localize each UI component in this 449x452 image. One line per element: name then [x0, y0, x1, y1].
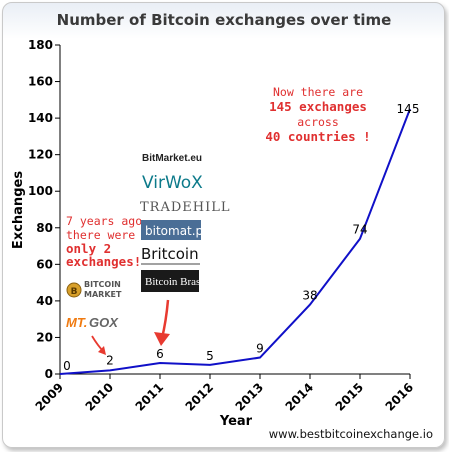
logo-virwox-text: VirWoX [142, 173, 203, 193]
logo-bitcoin-brasil: Bitcoin Brasil [141, 270, 206, 292]
logo-tradehill-text: TRADEHILL [140, 200, 231, 215]
series-line [59, 108, 411, 375]
data-label: 9 [256, 342, 264, 356]
arrow-bitcoin-brasil-icon [160, 299, 170, 339]
annotation-now-line1: Now there are [273, 85, 363, 99]
x-axis-label: Year [219, 414, 253, 429]
logo-mtgox-line2: GOX [89, 315, 119, 330]
y-axis-ticks: 0 20 40 60 80 100 120 140 160 180 [28, 38, 60, 381]
data-label: 2 [106, 353, 114, 367]
y-tick-label: 120 [28, 148, 53, 162]
annotation-then-line1: 7 years ago [66, 214, 142, 228]
logo-britcoin-text: Britcoin [141, 245, 199, 263]
y-tick-label: 0 [45, 367, 53, 381]
annotation-now: Now there are 145 exchanges across 40 co… [265, 85, 370, 144]
logo-bitmarket: BitMarket.eu [142, 153, 202, 164]
arrow-mtgox [91, 335, 106, 355]
logo-bitcoin-market-line1: BITCOIN [84, 280, 121, 289]
annotation-then-line3: only 2 [66, 241, 111, 256]
logo-bitomat: bitomat.pl [141, 220, 207, 240]
logo-bitcoin-market-line2: MARKET [84, 290, 122, 299]
annotation-now-line3: across [297, 115, 339, 129]
y-tick-label: 140 [28, 111, 53, 125]
x-tick-label: 2013 [233, 380, 267, 414]
data-label: 5 [206, 349, 214, 363]
logo-bitmarket-text: BitMarket.eu [142, 153, 202, 164]
annotation-then: 7 years ago there were only 2 exchanges! [66, 214, 142, 269]
x-tick-label: 2011 [133, 380, 167, 414]
annotation-now-line2: 145 exchanges [269, 99, 367, 114]
bitcoin-coin-icon [66, 282, 82, 298]
logo-mtgox: MT. GOX [66, 315, 119, 330]
data-label: 74 [352, 223, 367, 237]
y-tick-label: 20 [36, 330, 53, 344]
logo-britcoin: Britcoin [141, 245, 200, 265]
arrow-bitcoin-brasil [154, 299, 170, 346]
x-tick-label: 2014 [283, 380, 317, 414]
x-tick-label: 2010 [83, 380, 117, 414]
logo-mtgox-line1: MT. [66, 315, 87, 330]
data-label: 0 [63, 359, 71, 373]
y-tick-label: 80 [36, 221, 53, 235]
chart-title: Number of Bitcoin exchanges over time [57, 11, 392, 29]
x-tick-label: 2016 [383, 380, 417, 414]
logo-tradehill: TRADEHILL [140, 200, 231, 215]
annotation-then-line4: exchanges! [66, 254, 141, 269]
annotation-then-line2: there were [66, 228, 135, 242]
x-axis-ticks: 2009 2010 2011 2012 2013 2014 2015 2016 [33, 374, 417, 414]
y-tick-label: 40 [36, 294, 53, 308]
y-tick-label: 180 [28, 38, 53, 52]
x-tick-label: 2015 [333, 380, 367, 414]
y-tick-label: 60 [36, 257, 53, 271]
y-axis-label: Exchanges [11, 171, 26, 249]
logo-bitcoin-brasil-text: Bitcoin Brasil [145, 276, 206, 288]
annotation-now-line4: 40 countries ! [265, 129, 370, 144]
data-label: 145 [397, 102, 420, 116]
x-tick-label: 2012 [183, 380, 217, 414]
data-labels: 0 2 6 5 9 38 74 145 [63, 102, 419, 373]
x-tick-label: 2009 [33, 380, 67, 414]
source-site: www.bestbitcoinexchange.io [269, 427, 433, 441]
logo-bitomat-text: bitomat.pl [145, 224, 207, 238]
svg-text:B: B [71, 287, 78, 297]
logo-virwox: VirWoX [140, 170, 203, 193]
y-tick-label: 160 [28, 75, 53, 89]
data-label: 38 [302, 289, 317, 303]
y-tick-label: 100 [28, 184, 53, 198]
logo-bitcoin-market: B BITCOIN MARKET [66, 280, 122, 299]
data-label: 6 [156, 347, 164, 361]
